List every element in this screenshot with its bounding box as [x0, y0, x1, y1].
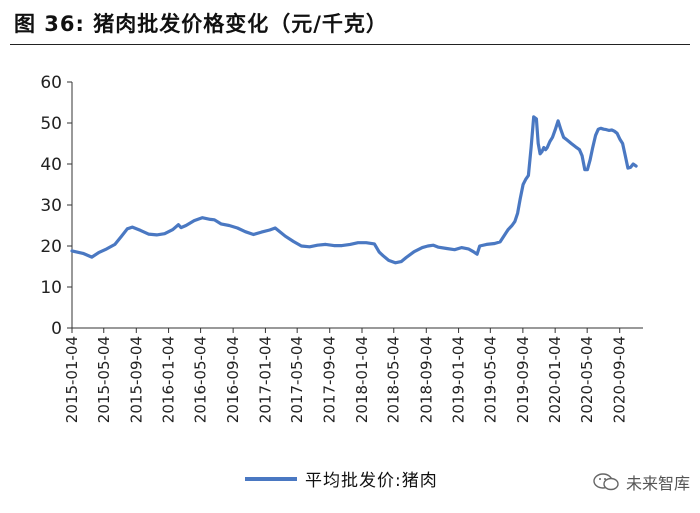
- x-tick-label: 2015-01-04: [63, 336, 81, 423]
- x-tick-label: 2020-09-04: [611, 336, 629, 423]
- series-line: [70, 115, 638, 265]
- y-tick-label: 50: [40, 114, 62, 134]
- watermark: 未来智库: [592, 470, 690, 494]
- x-tick-label: 2020-05-04: [578, 336, 596, 423]
- watermark-text: 未来智库: [625, 474, 690, 493]
- x-tick-label: 2020-01-04: [546, 336, 564, 423]
- x-tick-label: 2019-01-04: [450, 336, 468, 423]
- x-tick-label: 2019-05-04: [481, 336, 499, 423]
- x-tick-label: 2018-01-04: [353, 336, 371, 423]
- x-tick-label: 2016-05-04: [192, 336, 210, 423]
- chart-axes: [71, 82, 643, 329]
- y-tick-label: 10: [40, 278, 62, 298]
- chart-legend: 平均批发价:猪肉: [245, 466, 438, 491]
- x-tick-label: 2015-09-04: [127, 336, 145, 423]
- x-tick-label: 2018-09-04: [417, 336, 435, 423]
- y-tick-label: 0: [51, 319, 62, 339]
- y-axis-ticks: 0 10 20 30 40 50 60: [40, 73, 72, 339]
- x-tick-label: 2016-09-04: [224, 336, 242, 423]
- x-axis-ticks: 2015-01-04 2015-05-04 2015-09-04 2016-01-04…: [63, 328, 629, 423]
- x-tick-label: 2017-01-04: [256, 336, 274, 423]
- title-divider: [10, 44, 690, 45]
- x-tick-label: 2016-01-04: [160, 336, 178, 423]
- y-tick-label: 30: [40, 196, 62, 216]
- x-tick-label: 2015-05-04: [95, 336, 113, 423]
- y-tick-label: 40: [40, 155, 62, 175]
- chart-title: 图 36: 猪肉批发价格变化（元/千克）: [14, 12, 388, 36]
- series-group: [70, 115, 638, 265]
- y-tick-label: 20: [40, 237, 62, 257]
- legend-line-swatch: [245, 476, 297, 481]
- y-tick-label: 60: [40, 73, 62, 93]
- x-tick-label: 2017-05-04: [288, 336, 306, 423]
- x-tick-label: 2017-09-04: [321, 336, 339, 423]
- x-tick-label: 2019-09-04: [514, 336, 532, 423]
- x-tick-label: 2018-05-04: [385, 336, 403, 423]
- legend-label: 平均批发价:猪肉: [305, 471, 438, 491]
- wechat-icon: [593, 473, 619, 491]
